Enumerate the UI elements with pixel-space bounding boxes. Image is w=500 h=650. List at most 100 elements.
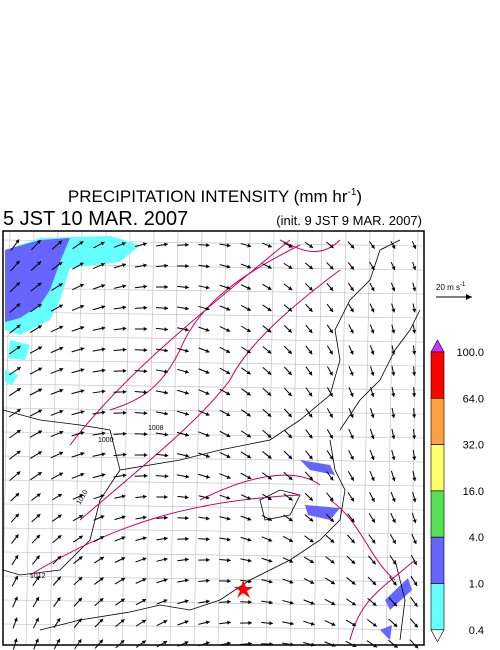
wind-arrow [326, 429, 334, 439]
wind-arrow [155, 327, 169, 332]
wind-head [349, 413, 354, 418]
wind-head [227, 578, 231, 584]
wind-arrow [29, 388, 43, 396]
wind-arrow [10, 513, 20, 523]
wind-head [78, 577, 83, 581]
wind-arrow [53, 617, 61, 629]
wind-arrow [177, 410, 189, 416]
wind-head [308, 476, 313, 481]
wind-arrow [198, 495, 210, 500]
wind-head [329, 371, 333, 376]
wind-head [412, 393, 417, 397]
wind-head [205, 285, 210, 290]
wind-arrow [50, 346, 64, 354]
wind-head [247, 264, 252, 269]
wind-arrow [93, 535, 105, 543]
wind-head [309, 559, 314, 563]
wind-arrow [176, 431, 190, 437]
wind-arrow [283, 514, 293, 522]
wind-head [392, 560, 397, 565]
wind-arrow [94, 618, 104, 628]
wind-head [350, 539, 355, 544]
wind-arrow [389, 576, 397, 586]
title-close: ) [356, 187, 362, 206]
wind-head [35, 617, 39, 622]
wind-arrow [198, 243, 210, 248]
wind-head [99, 556, 104, 561]
wind-head [247, 475, 252, 480]
wind-arrow [345, 640, 357, 648]
wind-arrow [412, 387, 417, 397]
wind-arrow [50, 409, 64, 416]
wind-arrow [31, 555, 41, 565]
wind-arrow [31, 534, 41, 544]
wind-head [412, 456, 417, 461]
wind-arrow [10, 260, 20, 272]
wind-head [413, 581, 418, 586]
title-exponent: -1 [348, 187, 357, 198]
wind-arrow [198, 368, 210, 374]
wind-arrow [283, 366, 293, 376]
wind-head [185, 474, 190, 479]
wind-head [164, 369, 169, 374]
wind-arrow [368, 534, 376, 544]
grid-line [241, 231, 251, 645]
wind-arrow [240, 494, 252, 500]
wind-head [164, 515, 168, 520]
wind-head [143, 326, 148, 332]
wind-head [412, 540, 417, 545]
wind-arrow [282, 535, 294, 543]
wind-arrow [411, 241, 417, 249]
wind-arrow [134, 432, 148, 437]
wind-head [287, 392, 292, 397]
wind-head [59, 367, 64, 372]
wind-arrow [412, 428, 417, 440]
wind-arrow [197, 473, 211, 479]
wind-head [350, 476, 354, 481]
wind-arrow [345, 598, 357, 606]
wind-head [205, 391, 210, 395]
grid-line [3, 455, 424, 463]
wind-head [142, 494, 147, 499]
wind-arrow [11, 575, 19, 587]
wind-arrow [412, 282, 417, 292]
wind-head [164, 242, 168, 247]
wind-arrow [73, 618, 83, 628]
wind-arrow [410, 554, 418, 566]
wind-head [142, 578, 147, 582]
wind-head [122, 347, 127, 352]
wind-head [412, 435, 417, 440]
wind-arrow [305, 303, 313, 313]
wind-head [205, 348, 210, 353]
wind-head [101, 473, 106, 478]
wind-arrow [135, 536, 147, 541]
wind-head [288, 265, 293, 269]
wind-arrow [366, 619, 378, 627]
wind-head [206, 537, 210, 542]
wind-head [370, 414, 375, 418]
wind-head [247, 516, 252, 521]
wind-arrow [390, 470, 396, 482]
wind-head [309, 244, 314, 248]
wind-head [142, 242, 147, 247]
wind-head [120, 619, 125, 624]
wind-head [288, 286, 293, 291]
wind-head [267, 264, 272, 269]
wind-head [15, 239, 20, 244]
wind-arrow [390, 241, 396, 249]
wind-arrow [12, 596, 18, 608]
wind-head [308, 286, 313, 291]
wind-head [370, 244, 375, 249]
wind-head [370, 392, 375, 397]
wind-arrow [198, 410, 210, 416]
wind-arrow [240, 472, 252, 480]
wind-arrow [177, 578, 189, 583]
wind-head [391, 350, 396, 355]
wind-scale-text: 20 m s [436, 283, 460, 292]
wind-head [143, 452, 148, 458]
wind-head [246, 391, 251, 396]
wind-arrow [410, 575, 418, 587]
wind-head [267, 412, 272, 417]
wind-arrow [282, 621, 294, 626]
wind-arrow [71, 347, 85, 353]
